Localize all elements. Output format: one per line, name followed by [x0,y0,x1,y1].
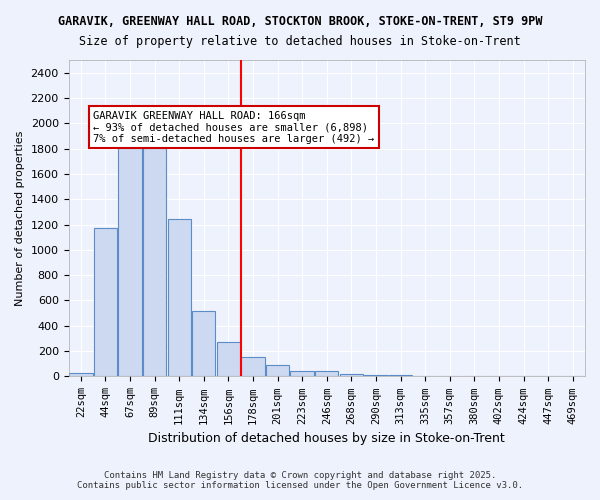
Text: GARAVIK GREENWAY HALL ROAD: 166sqm
← 93% of detached houses are smaller (6,898)
: GARAVIK GREENWAY HALL ROAD: 166sqm ← 93%… [93,110,374,144]
Bar [241,357,265,376]
Bar [143,141,166,376]
Text: GARAVIK, GREENWAY HALL ROAD, STOCKTON BROOK, STOKE-ON-TRENT, ST9 9PW: GARAVIK, GREENWAY HALL ROAD, STOCKTON BR… [58,15,542,28]
Bar [167,220,191,376]
Bar [290,370,314,376]
Bar [94,228,117,376]
Text: Size of property relative to detached houses in Stoke-on-Trent: Size of property relative to detached ho… [79,35,521,48]
Bar [118,127,142,376]
Y-axis label: Number of detached properties: Number of detached properties [15,130,25,306]
Bar [340,374,363,376]
Text: Contains HM Land Registry data © Crown copyright and database right 2025.
Contai: Contains HM Land Registry data © Crown c… [77,470,523,490]
Bar [217,342,240,376]
Bar [69,374,92,376]
Bar [192,310,215,376]
Bar [364,374,388,376]
Bar [315,372,338,376]
X-axis label: Distribution of detached houses by size in Stoke-on-Trent: Distribution of detached houses by size … [148,432,505,445]
Bar [266,365,289,376]
